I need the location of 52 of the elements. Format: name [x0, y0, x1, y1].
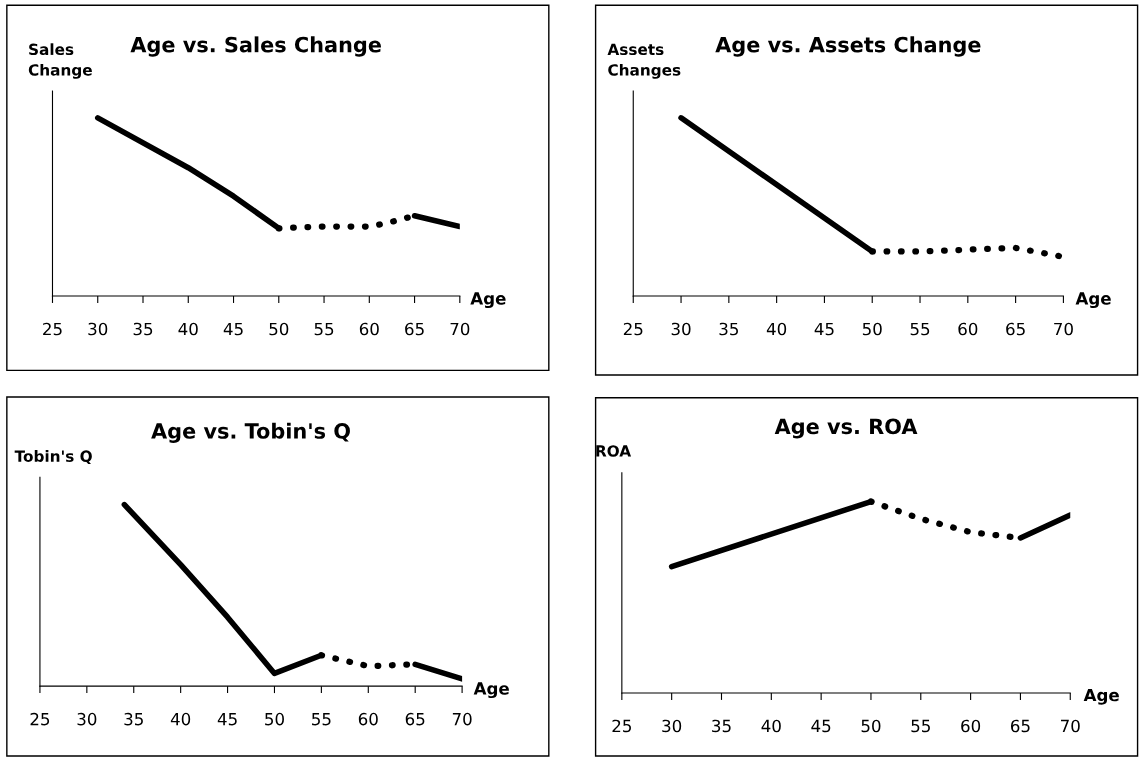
x-tick-label: 60: [359, 322, 379, 336]
x-tick-label: 25: [43, 322, 62, 336]
x-tick-label: 40: [170, 712, 191, 726]
x-tick-label: 55: [910, 322, 930, 336]
x-tick-label: 30: [671, 322, 691, 336]
x-tick-label: 55: [911, 719, 930, 733]
chart-title: Age vs. ROA: [774, 418, 918, 439]
chart-title: Age vs. Assets Change: [715, 36, 981, 57]
x-tick-label: 45: [217, 713, 237, 726]
x-tick-label: 50: [861, 719, 881, 733]
x-tick-label: 40: [761, 719, 781, 733]
x-tick-label: 25: [30, 712, 50, 726]
x-tick-label: 50: [265, 712, 284, 726]
x-tick-label: 70: [450, 322, 470, 336]
x-tick-label: 45: [811, 719, 831, 733]
x-tick-label: 45: [223, 322, 243, 336]
x-tick-label: 65: [405, 322, 424, 336]
x-tick-label: 55: [312, 713, 331, 726]
chart-title: Age vs. Sales Change: [130, 36, 381, 57]
x-axis-title: Age: [470, 292, 506, 309]
x-tick-label: 60: [958, 322, 978, 336]
x-tick-label: 70: [1061, 719, 1080, 733]
x-axis-title: Age: [1083, 688, 1119, 705]
y-axis-title: ROA: [596, 445, 632, 457]
x-tick-label: 40: [178, 322, 198, 336]
x-tick-label: 50: [862, 322, 882, 336]
x-tick-label: 65: [1006, 322, 1025, 336]
x-axis-title: Age: [1075, 292, 1111, 309]
x-tick-label: 65: [1010, 719, 1030, 733]
x-tick-label: 30: [662, 719, 682, 733]
x-tick-label: 50: [269, 322, 289, 336]
x-tick-label: 35: [719, 322, 738, 336]
y-axis-title: Assets Changes: [607, 43, 681, 79]
x-tick-label: 70: [452, 712, 472, 726]
x-tick-label: 55: [314, 322, 334, 336]
x-tick-label: 35: [124, 712, 143, 726]
x-tick-label: 35: [712, 719, 731, 733]
x-tick-label: 25: [612, 719, 631, 733]
x-tick-label: 45: [814, 322, 834, 336]
x-axis-title: Age: [473, 682, 509, 699]
x-tick-label: 30: [88, 322, 108, 336]
x-tick-label: 30: [77, 712, 97, 726]
x-tick-label: 60: [961, 719, 981, 733]
y-axis-title: Sales Change: [28, 43, 92, 79]
y-axis-title: Tobin's Q: [14, 450, 92, 464]
x-tick-label: 25: [623, 322, 643, 336]
x-tick-label: 35: [133, 322, 153, 336]
x-tick-label: 65: [405, 712, 425, 726]
x-tick-label: 70: [1054, 322, 1073, 336]
chart-title: Age vs. Tobin's Q: [151, 422, 350, 444]
x-tick-label: 60: [358, 712, 378, 726]
x-tick-label: 40: [766, 322, 787, 336]
